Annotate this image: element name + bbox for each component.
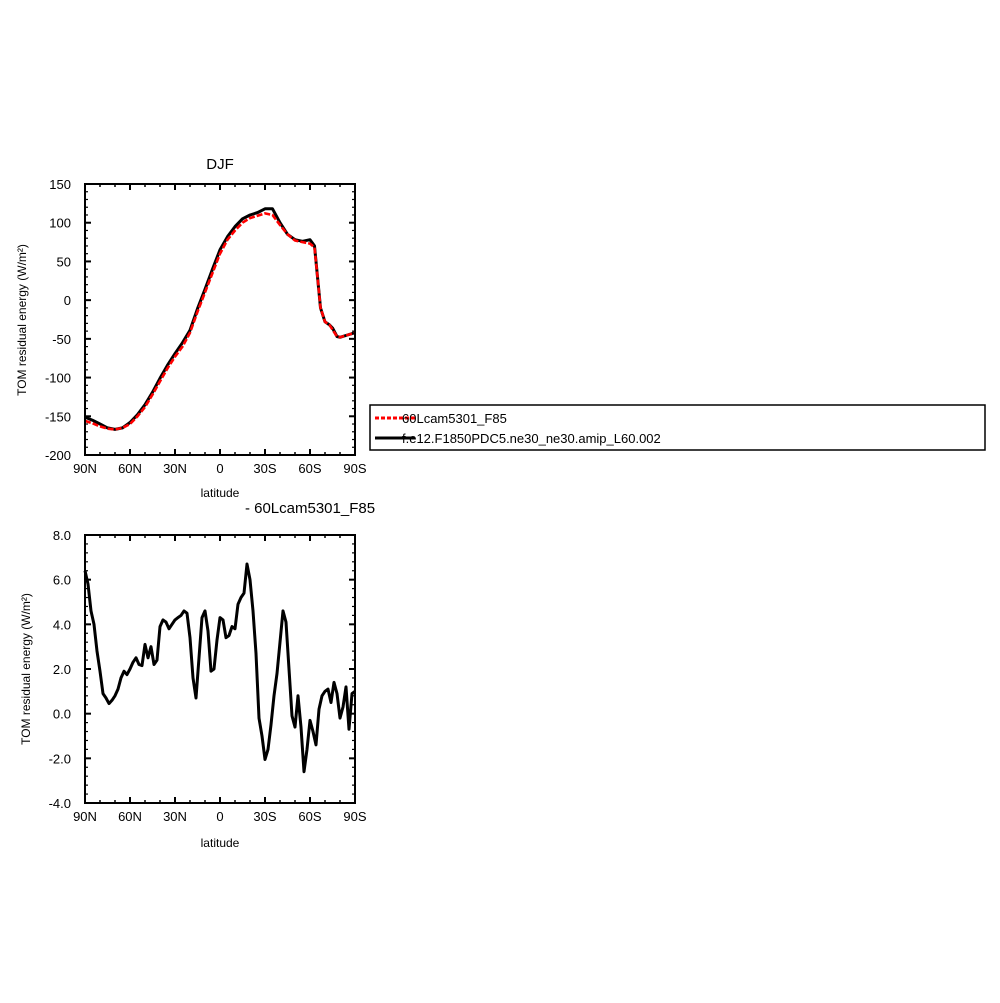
chart-title: - 60Lcam5301_F85 <box>245 500 375 517</box>
legend: 60Lcam5301_F85 f.e12.F1850PDC5.ne30_ne30… <box>369 404 986 451</box>
legend-entry: f.e12.F1850PDC5.ne30_ne30.amip_L60.002 <box>375 431 661 446</box>
x-tick-label: 30N <box>163 461 187 476</box>
chart-title: DJF <box>206 156 234 173</box>
x-axis-label: latitude <box>201 486 240 500</box>
series-lines <box>84 207 356 431</box>
y-tick-label: 4.0 <box>53 617 71 632</box>
y-tick-label: -200 <box>45 448 71 463</box>
x-tick-label: 60S <box>298 461 321 476</box>
y-tick-label: 2.0 <box>53 662 71 677</box>
legend-label: f.e12.F1850PDC5.ne30_ne30.amip_L60.002 <box>402 431 661 446</box>
x-tick-label: 0 <box>216 809 223 824</box>
x-tick-label: 60N <box>118 461 142 476</box>
series-line <box>84 207 356 431</box>
axis-ticks: 90N 60N 30N 0 30S 60S 90S 150 100 50 0 -50 -100 -150 -… <box>45 177 367 476</box>
x-tick-label: 90S <box>343 809 366 824</box>
axis-ticks: 90N 60N 30N 0 30S 60S 90S 8.0 6.0 4.0 2.0 0.0 -2.0 -4… <box>49 528 367 824</box>
chart-djf-panel: DJF 90N 60N 30N 0 30S 60S 90S 150 100 50 0 -50 -100 -… <box>15 156 367 500</box>
y-axis-label: TOM residual energy (W/m²) <box>19 593 33 745</box>
series-line <box>84 212 356 431</box>
x-tick-label: 30S <box>253 809 276 824</box>
y-tick-label: -2.0 <box>49 751 71 766</box>
plot-frame <box>84 183 356 456</box>
y-tick-label: 150 <box>49 177 71 192</box>
x-tick-label: 90N <box>73 461 97 476</box>
y-tick-label: 6.0 <box>53 573 71 588</box>
x-tick-label: 60N <box>118 809 142 824</box>
x-axis-label: latitude <box>201 836 240 850</box>
y-tick-label: -100 <box>45 371 71 386</box>
y-tick-label: -50 <box>52 332 71 347</box>
x-tick-label: 60S <box>298 809 321 824</box>
y-tick-label: 0 <box>64 293 71 308</box>
y-tick-label: -150 <box>45 409 71 424</box>
plot-frame <box>84 534 356 804</box>
y-axis-label: TOM residual energy (W/m²) <box>15 244 29 396</box>
legend-entry: 60Lcam5301_F85 <box>375 411 507 426</box>
y-tick-label: 100 <box>49 216 71 231</box>
x-tick-label: 90S <box>343 461 366 476</box>
x-tick-label: 30N <box>163 809 187 824</box>
series-line <box>83 562 356 774</box>
y-tick-label: 50 <box>57 254 71 269</box>
series-lines <box>83 562 356 774</box>
x-tick-label: 90N <box>73 809 97 824</box>
y-tick-label: 8.0 <box>53 528 71 543</box>
chart-difference-panel: - 60Lcam5301_F85 90N 60N 30N 0 30S 60S 90S 8.0 6… <box>19 500 375 850</box>
x-tick-label: 0 <box>216 461 223 476</box>
legend-label: 60Lcam5301_F85 <box>402 411 507 426</box>
legend-box <box>369 404 986 451</box>
y-tick-label: 0.0 <box>53 707 71 722</box>
y-tick-label: -4.0 <box>49 796 71 811</box>
x-tick-label: 30S <box>253 461 276 476</box>
